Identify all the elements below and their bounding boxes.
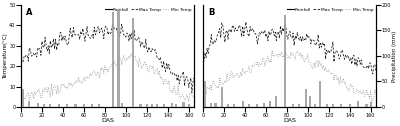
Bar	[214, 103, 216, 107]
Bar	[58, 104, 60, 107]
Bar	[204, 81, 206, 107]
Bar	[314, 104, 316, 107]
Bar	[309, 96, 311, 107]
Bar	[91, 104, 93, 107]
Y-axis label: Temperature(°C): Temperature(°C)	[3, 33, 8, 79]
Bar	[275, 96, 277, 107]
Bar	[132, 18, 134, 107]
Bar	[292, 104, 294, 107]
Bar	[366, 104, 368, 107]
Bar	[326, 104, 328, 107]
Bar	[22, 89, 24, 107]
Text: A: A	[26, 8, 33, 17]
Bar	[370, 102, 372, 107]
Bar	[98, 104, 100, 107]
Legend: Rainfall, Max Temp, Min Temp: Rainfall, Max Temp, Min Temp	[286, 7, 374, 12]
Bar	[210, 103, 212, 107]
Bar	[49, 104, 51, 107]
Bar	[171, 103, 173, 107]
Bar	[118, 10, 120, 107]
X-axis label: DAS: DAS	[101, 118, 114, 123]
Bar	[83, 104, 85, 107]
Bar	[340, 104, 342, 107]
Bar	[74, 104, 76, 107]
X-axis label: DAS: DAS	[283, 118, 296, 123]
Bar	[319, 81, 321, 107]
Bar	[221, 87, 223, 107]
Bar	[305, 89, 307, 107]
Bar	[175, 104, 177, 107]
Bar	[146, 104, 148, 107]
Bar	[156, 104, 158, 107]
Bar	[233, 104, 236, 107]
Bar	[140, 104, 142, 107]
Bar	[43, 104, 45, 107]
Bar	[120, 103, 123, 107]
Bar	[188, 104, 190, 107]
Bar	[357, 101, 359, 107]
Bar	[248, 104, 250, 107]
Bar	[269, 101, 271, 107]
Bar	[284, 15, 286, 107]
Bar	[242, 101, 244, 107]
Text: B: B	[208, 8, 214, 17]
Bar	[112, 12, 114, 107]
Bar	[162, 104, 165, 107]
Legend: Rainfall, Max Temp, Min Temp: Rainfall, Max Temp, Min Temp	[104, 7, 192, 12]
Bar	[256, 104, 258, 107]
Bar	[263, 103, 265, 107]
Bar	[349, 104, 351, 107]
Y-axis label: Precipitation (mm): Precipitation (mm)	[392, 30, 397, 82]
Bar	[227, 104, 229, 107]
Bar	[28, 101, 30, 107]
Bar	[151, 104, 153, 107]
Bar	[66, 104, 68, 107]
Bar	[37, 103, 39, 107]
Bar	[182, 102, 184, 107]
Bar	[298, 104, 300, 107]
Bar	[332, 104, 334, 107]
